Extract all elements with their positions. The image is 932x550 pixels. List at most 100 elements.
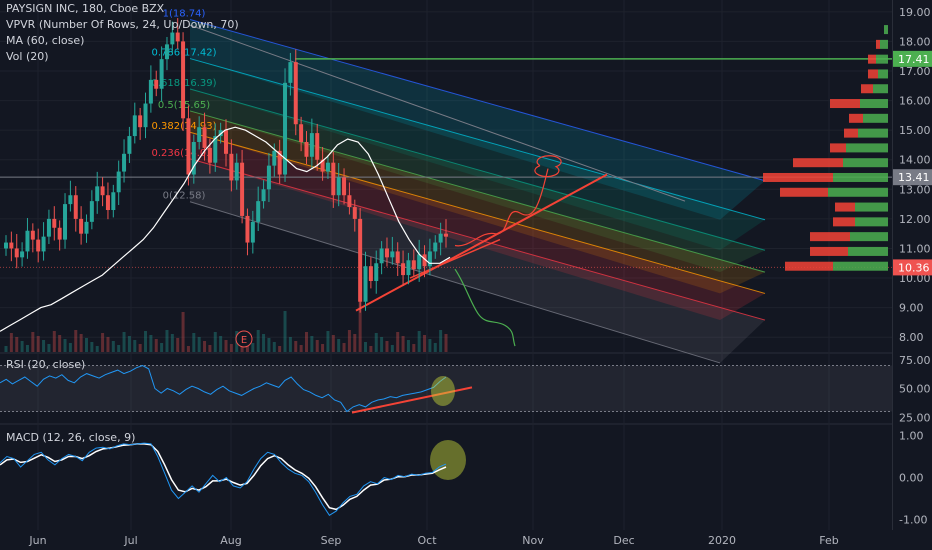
volume-profile-down-bar (861, 84, 873, 94)
volume-bar (256, 330, 260, 352)
candle-body (148, 79, 153, 104)
candlestick-series (4, 18, 448, 352)
candle-body (41, 236, 46, 252)
volume-profile-down-bar (810, 232, 850, 242)
volume-profile-up-bar (873, 84, 888, 94)
price-badge-label: 13.41 (898, 171, 930, 184)
volume-bar (31, 332, 35, 352)
volume-bar (101, 333, 105, 352)
rsi-label[interactable]: RSI (20, close) (6, 358, 86, 371)
candle-body (63, 204, 68, 240)
macd-label[interactable]: MACD (12, 26, close, 9) (6, 431, 136, 444)
volume-profile-up-bar (880, 39, 888, 49)
volume-bar (219, 336, 223, 352)
price-badge-label: 10.36 (898, 261, 930, 274)
rsi-band (0, 365, 892, 412)
candle-body (283, 82, 288, 175)
x-tick-label: Feb (819, 534, 838, 547)
rsi-line (0, 364, 447, 413)
candle-body (299, 124, 304, 142)
volume-profile-down-bar (793, 158, 843, 168)
x-tick-label: Jun (28, 534, 46, 547)
fib-channel-top (189, 24, 686, 202)
candle-body (240, 162, 245, 216)
rsi-tick-label: 75.00 (899, 354, 931, 367)
candle-body (395, 251, 400, 264)
forecast-path-up (454, 155, 562, 247)
volume-profile-up-bar (843, 158, 888, 168)
candle-body (422, 254, 427, 267)
volume-bar (331, 335, 335, 352)
volume-bar (170, 334, 174, 352)
volume-bar (229, 344, 233, 352)
candle-body (277, 150, 282, 175)
candle-body (122, 153, 127, 172)
fib-level-label: 1(18.74) (163, 9, 206, 20)
price-badge (893, 50, 932, 67)
candle-body (433, 242, 438, 252)
candle-body (89, 201, 94, 222)
candle-body (207, 147, 212, 163)
volume-bar (4, 346, 8, 352)
volume-bar (20, 341, 24, 352)
volume-bar (272, 342, 276, 352)
volume-bar (127, 336, 131, 352)
volume-bar (47, 344, 51, 352)
volume-profile-up-bar (833, 261, 888, 271)
fib-level-line (189, 158, 766, 321)
candle-body (224, 130, 228, 154)
volume-profile-down-bar (810, 246, 848, 256)
volume-bar (36, 336, 40, 352)
legend-title[interactable]: PAYSIGN INC, 180, Cboe BZX (6, 2, 165, 15)
volume-bar (299, 345, 303, 352)
volume-profile-up-bar (863, 113, 888, 123)
volume-bar (262, 334, 266, 352)
candle-body (417, 254, 422, 270)
candle-body (261, 189, 266, 202)
legend-vol[interactable]: Vol (20) (6, 50, 49, 63)
volume-bar (74, 330, 78, 352)
volume-bar (197, 337, 201, 352)
volume-bar (133, 340, 137, 352)
candle-body (154, 79, 159, 89)
volume-bar (181, 312, 185, 352)
candle-body (191, 141, 196, 175)
candle-body (390, 251, 395, 258)
volume-bar (15, 337, 19, 352)
volume-bar (412, 344, 416, 352)
candle-body (352, 207, 357, 219)
candle-body (444, 233, 448, 237)
x-tick-label: Sep (321, 534, 342, 547)
volume-profile-down-bar (763, 172, 833, 182)
x-tick-label: Aug (220, 534, 241, 547)
price-tick-label: 14.00 (899, 154, 931, 167)
candle-body (358, 218, 363, 302)
candle-body (304, 141, 309, 157)
legend-vpvr[interactable]: VPVR (Number Of Rows, 24, Up/Down, 70) (6, 18, 239, 31)
candle-body (105, 195, 110, 211)
x-tick-label: Dec (613, 534, 634, 547)
macd-tick-label: -1.00 (899, 514, 927, 527)
forecast-path-down (454, 268, 516, 347)
volume-bar (358, 290, 362, 352)
volume-bar (353, 334, 357, 352)
earnings-marker-label: E (241, 335, 247, 346)
support-trend-line (355, 173, 608, 312)
candle-body (309, 133, 314, 157)
fib-channel-band (190, 89, 765, 273)
volume-profile-up-bar (858, 128, 888, 138)
candle-body (68, 195, 73, 205)
macd-highlight (430, 440, 466, 480)
volume-profile-down-bar (835, 202, 855, 212)
price-tick-label: 16.00 (899, 95, 931, 108)
volume-bar (315, 340, 319, 352)
volume-profile-up-bar (828, 187, 888, 197)
fib-level-line (189, 19, 766, 182)
candle-body (234, 162, 239, 181)
candle-body (20, 251, 25, 258)
volume-profile-down-bar (830, 143, 846, 153)
volume-bar (149, 335, 153, 352)
legend-ma[interactable]: MA (60, close) (6, 34, 85, 47)
candle-body (384, 248, 389, 258)
